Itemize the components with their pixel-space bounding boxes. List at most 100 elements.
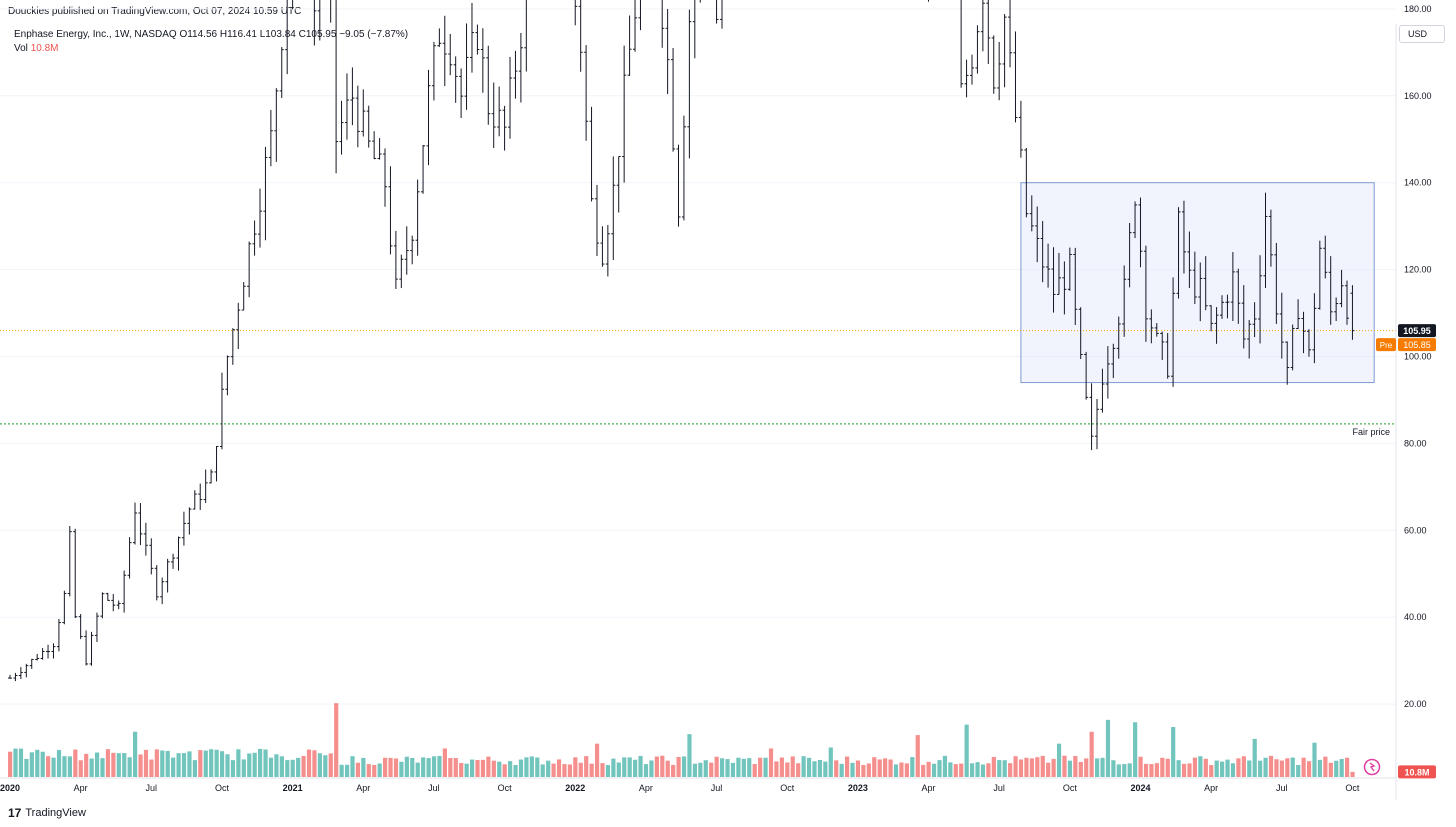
ohlc-bar [1252,302,1257,338]
volume-bar [687,734,692,777]
replay-icon[interactable] [1363,758,1381,776]
volume-bar [535,757,540,777]
ohlc-bar [513,50,518,99]
volume-bar [584,756,589,777]
ohlc-bar [187,507,192,535]
volume-bar [138,754,143,777]
volume-bar [442,748,447,777]
time-tick-label: Jul [993,783,1005,793]
ohlc-bar [960,0,964,88]
volume-bar [573,757,578,777]
volume-bar [13,748,18,777]
ohlc-bar [1268,209,1273,267]
volume-bar [518,759,524,777]
ohlc-bar [1334,297,1339,322]
volume-bar [1143,763,1149,777]
volume-bar [888,759,893,777]
volume-bar [1203,758,1208,777]
volume-bar [622,757,627,777]
volume-bar [290,759,295,777]
volume-bar [1301,757,1306,777]
volume-bar [1165,758,1170,777]
ohlc-bar [263,146,268,241]
volume-bar [431,756,437,777]
ohlc-bar [1350,285,1355,340]
price-tick-label: 60.00 [1404,525,1427,535]
time-tick-label: 2021 [283,783,303,793]
range-box[interactable] [1020,182,1375,384]
ohlc-bar [247,241,252,298]
volume-bar [448,758,453,777]
ohlc-bar [611,156,616,260]
volume-legend[interactable]: Vol 10.8M [14,42,408,56]
price-tick-label: 100.00 [1404,352,1432,362]
volume-bar [698,762,703,777]
ohlc-bar [518,32,523,103]
volume-bar [1220,761,1225,777]
ohlc-bar [1154,323,1159,337]
ohlc-bar [143,522,148,556]
volume-bar [187,751,192,777]
ohlc-bar [160,577,165,605]
volume-bar [219,751,225,777]
volume-bar [1105,719,1111,777]
ohlc-bar [681,115,686,221]
volume-bar [469,759,475,777]
volume-bar [823,761,828,777]
volume-bar [1296,764,1301,777]
volume-bar [1051,758,1056,777]
volume-bar [176,753,181,777]
volume-bar [877,759,882,777]
volume-bar [279,756,284,777]
ohlc-bar [252,220,257,256]
ohlc-bar [149,538,154,575]
volume-bar [160,750,165,777]
volume-bar [910,757,915,777]
ohlc-bar [46,644,51,659]
ohlc-bar [584,45,589,141]
volume-bar [1236,758,1241,777]
premarket-tag: Pre 105.85 [1376,338,1436,352]
volume-bar [703,760,708,777]
ohlc-bar [1078,307,1083,360]
ohlc-bar [372,131,377,160]
volume-bar [480,759,486,777]
volume-bar [198,750,203,777]
volume-bar [1067,760,1073,777]
ohlc-bar [388,166,393,255]
ohlc-bar [638,0,641,31]
ohlc-bar [633,0,638,52]
volume-bar [1111,760,1116,777]
ohlc-bar [404,226,409,275]
ohlc-bar [1116,316,1121,359]
volume-bars [8,703,1355,777]
ohlc-bar [116,600,121,610]
volume-bar [181,753,187,777]
ohlc-bar [393,230,398,289]
volume-bar [236,749,241,777]
volume-bar [643,764,649,777]
ohlc-bar [969,54,974,85]
symbol-ohlc-line[interactable]: Enphase Energy, Inc., 1W, NASDAQ O114.56… [14,29,409,40]
time-tick-label: 2023 [848,783,868,793]
volume-bar [904,763,909,777]
volume-bar [1056,743,1062,777]
volume-bar [638,755,643,777]
currency-button[interactable]: USD [1399,25,1445,43]
volume-bar [1073,756,1078,777]
ohlc-bar [366,105,371,148]
ohlc-bar [1008,0,1013,68]
volume-bar [605,765,611,777]
volume-bar [671,764,676,777]
ohlc-bar [1296,299,1301,330]
volume-bar [529,756,534,777]
ohlc-bar [997,41,1002,101]
volume-bar [1312,742,1317,777]
footer-brand[interactable]: 17 TradingView [8,806,86,820]
volume-bar [388,757,393,777]
volume-bar [399,761,404,777]
ohlc-bar [491,82,496,149]
volume-bar [154,749,159,777]
volume-bar [192,760,197,777]
